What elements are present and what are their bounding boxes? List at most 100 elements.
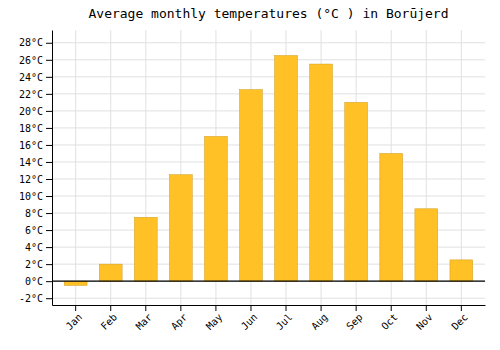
grid-line (52, 42, 485, 43)
y-tick-mark (46, 111, 52, 112)
x-tick-mark (180, 305, 181, 311)
grid-line (75, 30, 76, 305)
x-tick-mark (75, 305, 76, 311)
x-tick-label: Oct (379, 311, 400, 332)
x-tick: Mar (134, 305, 155, 332)
x-axis: JanFebMarAprMayJunJulAugSepOctNovDec (53, 305, 486, 332)
x-tick-mark (321, 305, 322, 311)
chart: -2°C 0°C 2°C 4°C 6°C 8°C 10°C 12°C 14°C 16°C 18°C 2… (0, 0, 500, 350)
y-tick-label: 2°C (25, 259, 43, 270)
y-tick-label: 28°C (19, 37, 43, 48)
x-tick-label: Jul (274, 311, 295, 332)
y-tick-mark (46, 94, 52, 95)
x-tick-label: Mar (134, 311, 155, 332)
y-tick: 28°C (19, 37, 52, 48)
grid-line (110, 30, 111, 305)
y-tick-label: 16°C (19, 140, 43, 151)
y-tick: 26°C (19, 54, 52, 65)
bar (450, 260, 473, 281)
y-tick-label: 0°C (25, 276, 43, 287)
y-tick-label: 20°C (19, 106, 43, 117)
y-tick-label: 6°C (25, 225, 43, 236)
bar (99, 264, 122, 281)
x-tick: Jun (239, 305, 260, 332)
bar (380, 153, 403, 281)
x-tick-mark (391, 305, 392, 311)
y-tick: 16°C (19, 140, 52, 151)
x-tick: Aug (309, 305, 330, 332)
x-tick: Jan (64, 305, 85, 332)
bar (134, 217, 157, 281)
y-tick: -2°C (19, 293, 52, 304)
grid (52, 30, 485, 305)
y-tick-label: 8°C (25, 208, 43, 219)
x-tick: Nov (414, 305, 435, 332)
x-tick: Jul (274, 305, 295, 332)
y-tick-label: 26°C (19, 54, 43, 65)
y-tick-mark (46, 60, 52, 61)
y-tick-label: 12°C (19, 174, 43, 185)
bar (205, 136, 228, 281)
y-tick: 8°C (25, 208, 52, 219)
x-tick-mark (145, 305, 146, 311)
y-tick: 22°C (19, 89, 52, 100)
y-tick-label: 18°C (19, 123, 43, 134)
grid-line (52, 127, 485, 128)
x-tick: Sep (344, 305, 365, 332)
x-tick-mark (250, 305, 251, 311)
plot: -2°C 0°C 2°C 4°C 6°C 8°C 10°C 12°C 14°C 16°C 18°C 2… (19, 30, 486, 332)
y-tick-mark (46, 196, 52, 197)
grid-line (52, 196, 485, 197)
bar (240, 90, 263, 282)
zero-line (52, 281, 485, 282)
y-tick: 18°C (19, 123, 52, 134)
x-tick-mark (286, 305, 287, 311)
bar (345, 102, 368, 281)
y-tick-mark (46, 162, 52, 163)
y-tick-label: 22°C (19, 89, 43, 100)
y-tick: 20°C (19, 106, 52, 117)
y-axis-line (52, 31, 53, 306)
x-tick-label: Nov (414, 311, 435, 332)
y-tick-mark (46, 128, 52, 129)
grid-line (52, 281, 485, 282)
grid-line (52, 178, 485, 179)
x-tick-label: Jan (64, 311, 85, 332)
y-tick: 12°C (19, 174, 52, 185)
x-tick-mark (110, 305, 111, 311)
y-tick: 0°C (25, 276, 52, 287)
y-tick-label: 4°C (25, 242, 43, 253)
y-tick-label: 24°C (19, 72, 43, 83)
x-axis-line (53, 305, 486, 306)
grid-line (52, 76, 485, 77)
grid-line (52, 144, 485, 145)
x-tick: Apr (169, 305, 190, 332)
x-tick-mark (215, 305, 216, 311)
y-tick: 2°C (25, 259, 52, 270)
y-tick: 4°C (25, 242, 52, 253)
x-tick-mark (461, 305, 462, 311)
bar (415, 209, 438, 281)
y-tick: 14°C (19, 157, 52, 168)
y-tick-mark (46, 179, 52, 180)
bar (64, 281, 87, 285)
y-tick-mark (46, 298, 52, 299)
y-tick-label: 14°C (19, 157, 43, 168)
y-tick: 6°C (25, 225, 52, 236)
bars (52, 56, 485, 286)
y-tick-mark (46, 77, 52, 78)
grid-line (52, 161, 485, 162)
x-tick: May (204, 305, 225, 332)
grid-line (52, 59, 485, 60)
y-tick-label: 10°C (19, 191, 43, 202)
y-tick-mark (46, 247, 52, 248)
y-tick-mark (46, 264, 52, 265)
x-tick-label: Apr (169, 311, 190, 332)
y-tick-mark (46, 281, 52, 282)
x-tick-label: Aug (309, 311, 330, 332)
x-tick: Oct (379, 305, 400, 332)
bar (275, 56, 298, 282)
x-tick-label: Feb (99, 311, 120, 332)
title: Average monthly temperatures (°C ) in Bo… (88, 6, 448, 21)
grid-line (52, 93, 485, 94)
